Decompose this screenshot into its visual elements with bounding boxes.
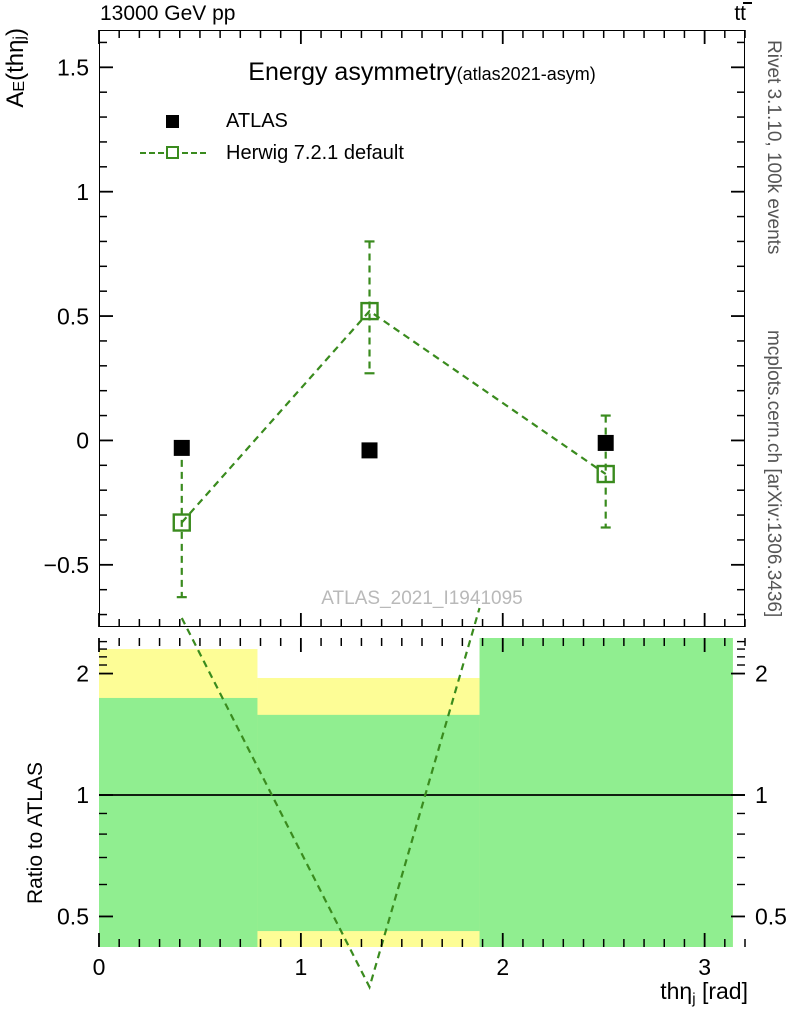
ratio-tick-label: 0.5 — [755, 903, 786, 929]
rivet-version-caption: Rivet 3.1.10, 100k events — [763, 40, 784, 255]
legend-item-herwig[interactable]: Herwig 7.2.1 default — [130, 137, 404, 169]
x-axis-title: thηj [rad] — [660, 978, 748, 1008]
dashed-line-left-icon — [140, 152, 164, 154]
ratio-tick-label: 2 — [76, 661, 89, 687]
axis-tick-label: 1.5 — [57, 55, 89, 81]
x-title-sub-j: j — [692, 990, 696, 1008]
x-tick-label: 1 — [294, 954, 307, 980]
plot-title: Energy asymmetry(atlas2021-asym) — [99, 58, 745, 87]
dashed-line-right-icon — [182, 152, 206, 154]
axis-tick-label: 0 — [76, 428, 89, 454]
ratio-mc-curve — [180, 607, 481, 990]
mc-data-point[interactable] — [360, 301, 379, 321]
legend-label-herwig: Herwig 7.2.1 default — [226, 141, 404, 164]
legend: ATLAS Herwig 7.2.1 default — [130, 105, 404, 169]
plot-title-main: Energy asymmetry — [248, 58, 457, 86]
axis-tick-label: −0.5 — [44, 552, 89, 578]
analysis-watermark: ATLAS_2021_I1941095 — [321, 588, 523, 609]
ratio-inner-band — [99, 697, 258, 947]
plot-title-sub: (atlas2021-asym) — [456, 64, 596, 84]
atlas-data-point[interactable] — [173, 439, 190, 456]
header-process-label: tt — [734, 2, 752, 26]
mcplots-caption: mcplots.cern.ch [arXiv:1306.3436] — [763, 330, 784, 618]
mc-data-point[interactable] — [172, 513, 191, 532]
mc-connector-line — [180, 309, 607, 524]
ratio-tick-label: 1 — [76, 782, 89, 808]
x-tick-label: 0 — [93, 954, 106, 980]
open-square-icon — [166, 146, 179, 159]
x-tick-label: 3 — [698, 954, 711, 980]
legend-key-herwig — [130, 142, 216, 164]
x-tick-label: 2 — [496, 954, 509, 980]
header-process-tbar: t — [740, 2, 752, 25]
legend-item-atlas[interactable]: ATLAS — [130, 105, 404, 137]
ratio-tick-label: 0.5 — [57, 903, 89, 929]
x-title-unit: [rad] — [695, 978, 748, 1004]
ratio-tick-label: 1 — [755, 782, 768, 808]
header-process-t: t — [734, 2, 741, 25]
filled-square-icon — [166, 115, 179, 128]
legend-key-atlas — [130, 110, 216, 132]
atlas-data-point[interactable] — [361, 442, 378, 459]
main-plot-panel — [99, 30, 745, 627]
ratio-inner-band — [479, 638, 733, 947]
atlas-data-point[interactable] — [597, 434, 614, 451]
legend-label-atlas: ATLAS — [226, 109, 288, 132]
header-collision-energy: 13000 GeV pp — [100, 2, 236, 25]
axis-tick-label: 0.5 — [57, 303, 89, 329]
ratio-inner-band — [257, 714, 480, 932]
ratio-tick-label: 2 — [755, 661, 768, 687]
x-title-theta: thη — [660, 978, 693, 1004]
mc-data-point[interactable] — [596, 464, 615, 484]
axis-tick-label: 1 — [76, 179, 89, 205]
